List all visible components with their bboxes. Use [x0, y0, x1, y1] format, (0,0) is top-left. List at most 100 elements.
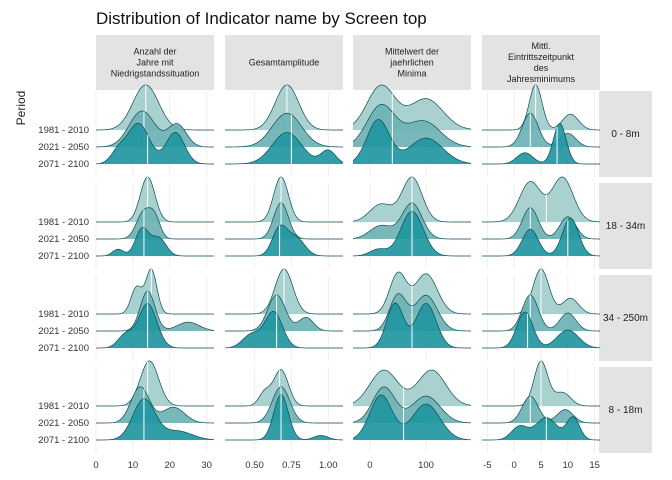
- ridge-outline: [225, 394, 344, 441]
- x-tick-label: 10: [128, 460, 139, 471]
- facet-panel: [482, 176, 601, 269]
- facet-panel: [95, 176, 214, 269]
- period-tick-label: 2021 - 2050: [38, 234, 89, 245]
- ridge-outline: [352, 211, 471, 257]
- period-tick-label: 1981 - 2010: [38, 217, 89, 228]
- column-strip-line: Jahre mit: [136, 58, 174, 68]
- ridge-outline: [225, 176, 343, 223]
- ridge-area: [482, 113, 600, 147]
- x-tick-label: 0: [93, 460, 98, 471]
- column-strip-label: Mittelwert der jaehrlichen Minima: [385, 47, 439, 79]
- ridge-outline: [96, 290, 215, 332]
- ridge-area: [225, 203, 343, 239]
- row-strip-label: 34 - 250m: [603, 313, 648, 324]
- x-tick-label: 10: [563, 460, 574, 471]
- x-tick-label: 30: [201, 460, 212, 471]
- ridge-area: [96, 207, 214, 239]
- ridge-outline: [352, 394, 472, 441]
- ridge-area: [96, 361, 214, 406]
- period-tick-label: 2021 - 2050: [38, 142, 89, 153]
- x-tick-label: 0.50: [245, 460, 264, 471]
- ridge-outline: [482, 311, 601, 349]
- ridge-outline: [482, 84, 601, 131]
- x-tick-label: 1.00: [319, 460, 338, 471]
- facet-panel: [224, 268, 343, 361]
- ridge-area: [225, 295, 343, 331]
- ridge-outline: [352, 119, 472, 164]
- ridge-area: [96, 85, 214, 130]
- x-tick-label: 0.75: [282, 460, 301, 471]
- ridge-area: [482, 218, 600, 256]
- y-axis-label: Period: [14, 91, 28, 126]
- facet-panel: [95, 268, 215, 361]
- ridge-outline: [225, 202, 343, 240]
- period-tick-label: 1981 - 2010: [38, 309, 89, 320]
- column-strip-line: Gesamtamplitude: [249, 58, 320, 68]
- facet-panel: [352, 367, 472, 453]
- ridge-outline: [482, 176, 601, 223]
- column-strip: [353, 35, 471, 90]
- facet-panel: [352, 176, 471, 269]
- ridge-area: [96, 177, 214, 222]
- column-strip-line: des: [534, 63, 549, 73]
- x-tick-label: 15: [589, 460, 600, 471]
- ridge-area: [225, 395, 343, 440]
- period-tick-label: 2021 - 2050: [38, 326, 89, 337]
- column-strip: [482, 35, 600, 90]
- row-strip-label: 18 - 34m: [606, 221, 645, 232]
- ridge-outline: [95, 303, 214, 349]
- ridge-area: [96, 269, 214, 314]
- ridge-area: [225, 113, 343, 147]
- x-tick-label: 5: [538, 460, 543, 471]
- ridge-outline: [224, 112, 344, 148]
- ridge-area: [482, 416, 600, 440]
- ridge-outline: [352, 84, 472, 130]
- row-strip-label: 0 - 8m: [611, 129, 639, 140]
- facet-panel: [482, 360, 601, 453]
- chart-title: Distribution of Indicator name by Screen…: [96, 9, 427, 28]
- facet-panel: [353, 271, 472, 361]
- row-strip: [599, 183, 652, 269]
- ridge-area: [96, 303, 214, 348]
- column-strip: [225, 35, 343, 90]
- ridge-area: [96, 291, 214, 331]
- column-strip: [96, 35, 214, 90]
- row-strip-label: 8 - 18m: [609, 405, 643, 416]
- x-tick-label: 20: [164, 460, 175, 471]
- ridge-outline: [352, 369, 472, 406]
- ridge-outline: [96, 386, 215, 424]
- facet-panel: [352, 84, 472, 177]
- ridge-outline: [353, 302, 471, 349]
- row-strip: [599, 91, 652, 177]
- ridge-area: [96, 398, 214, 440]
- facet-panel: [95, 84, 215, 177]
- period-tick-label: 2071 - 2100: [38, 159, 89, 170]
- ridge-outline: [482, 112, 601, 148]
- ridge-outline: [96, 227, 214, 257]
- ridge-outline: [225, 386, 343, 424]
- ridge-outline: [482, 123, 600, 165]
- ridge-area: [225, 311, 343, 348]
- ridge-outline: [225, 294, 343, 332]
- x-tick-label: 0: [367, 460, 372, 471]
- period-tick-label: 2071 - 2100: [38, 343, 89, 354]
- ridge-outline: [352, 103, 472, 147]
- column-strip-line: Mittelwert der: [385, 47, 439, 57]
- ridge-outline: [224, 132, 344, 165]
- facet-panel: [95, 360, 215, 453]
- ridge-area: [96, 386, 214, 423]
- ridge-outline: [482, 207, 600, 240]
- ridge-outline: [352, 202, 471, 240]
- ridge-area: [225, 224, 343, 256]
- ridge-area: [96, 227, 214, 256]
- ridge-outline: [224, 311, 343, 349]
- facet-panel: [225, 176, 343, 269]
- column-strip-line: Eintrittszeitpunkt: [508, 52, 575, 62]
- ridge-area: [225, 85, 343, 130]
- period-tick-label: 2071 - 2100: [38, 435, 89, 446]
- ridge-area: [482, 295, 600, 331]
- ridge-area: [96, 123, 214, 164]
- column-strip-line: jaehrlichen: [389, 58, 434, 68]
- row-strip: [599, 275, 652, 361]
- column-strip-line: Minima: [397, 69, 426, 79]
